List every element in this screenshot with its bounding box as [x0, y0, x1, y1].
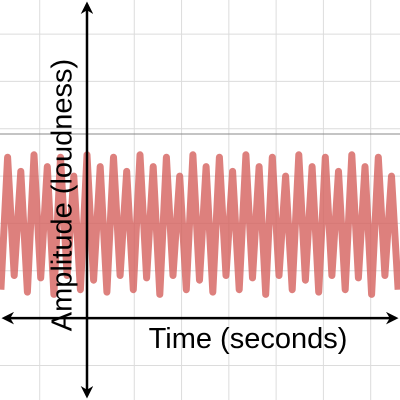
- y-axis-label: Amplitude (loudness): [47, 59, 79, 331]
- wave-line: [0, 151, 400, 298]
- x-axis-label: Time (seconds): [149, 323, 348, 355]
